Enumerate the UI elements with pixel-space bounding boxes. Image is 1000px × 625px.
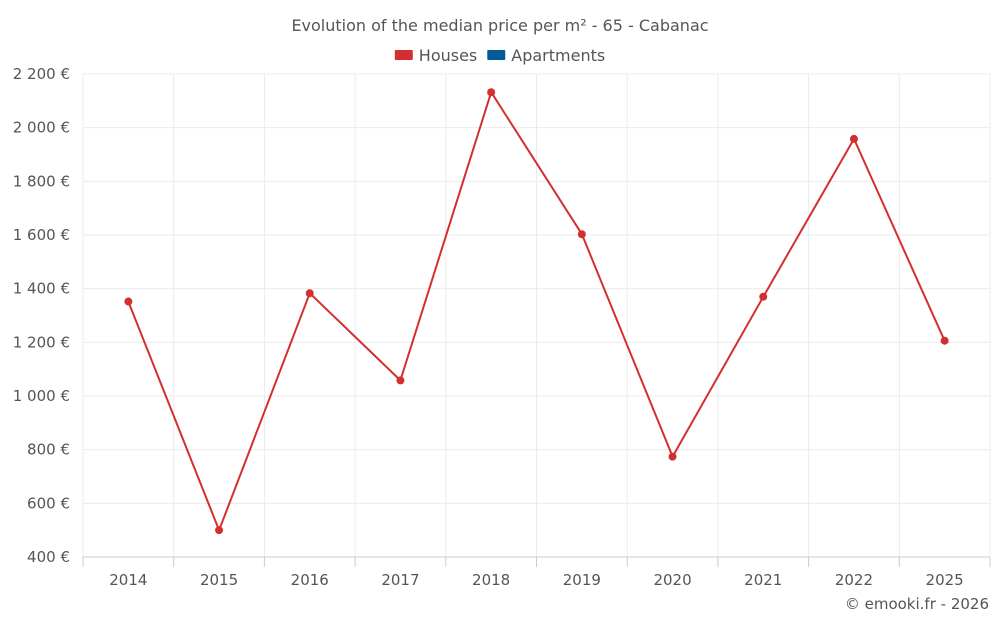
- y-axis-labels: 400 € 600 € 800 € 1 000 € 1 200 € 1 400 € 1 60…: [13, 65, 70, 566]
- legend-item-apartments[interactable]: Apartments: [487, 46, 605, 65]
- legend-label: Apartments: [511, 46, 605, 65]
- x-tick-label: 2014: [109, 571, 147, 589]
- x-tick-label: 2016: [291, 571, 329, 589]
- chart-title: Evolution of the median price per m² - 6…: [291, 16, 708, 35]
- x-tick-label: 2018: [472, 571, 510, 589]
- y-tick-label: 1 200 €: [13, 333, 70, 351]
- y-tick-label: 1 800 €: [13, 172, 70, 190]
- data-point[interactable]: [396, 376, 405, 385]
- legend: Houses Apartments: [394, 46, 605, 65]
- x-axis-labels: 2014 2015 2016 2017 2018 2019 2020 2021 2022 2025: [109, 571, 963, 589]
- legend-item-houses[interactable]: Houses: [394, 46, 477, 65]
- data-point[interactable]: [849, 134, 858, 143]
- y-tick-label: 1 000 €: [13, 387, 70, 405]
- legend-swatch: [487, 50, 506, 60]
- x-tick-label: 2020: [653, 571, 691, 589]
- data-point[interactable]: [124, 297, 133, 306]
- x-tick-label: 2015: [200, 571, 238, 589]
- data-point[interactable]: [577, 230, 586, 239]
- x-tick-label: 2019: [563, 571, 601, 589]
- y-tick-label: 2 000 €: [13, 119, 70, 137]
- x-gridlines: [82, 74, 991, 567]
- x-tick-label: 2021: [744, 571, 782, 589]
- data-point[interactable]: [487, 88, 496, 97]
- data-point[interactable]: [215, 526, 224, 535]
- legend-swatch: [394, 50, 413, 60]
- y-tick-label: 1 400 €: [13, 280, 70, 298]
- data-point[interactable]: [759, 292, 768, 301]
- data-point[interactable]: [305, 289, 314, 298]
- data-point[interactable]: [668, 452, 677, 461]
- credit-text: © emooki.fr - 2026: [845, 595, 989, 613]
- series-layer: [124, 88, 949, 535]
- y-tick-label: 800 €: [27, 441, 70, 459]
- x-tick-label: 2025: [926, 571, 964, 589]
- series-line-houses: [127, 91, 946, 532]
- y-tick-label: 1 600 €: [13, 226, 70, 244]
- x-tick-label: 2017: [381, 571, 419, 589]
- x-tick-label: 2022: [835, 571, 873, 589]
- data-point[interactable]: [940, 336, 949, 345]
- y-tick-label: 400 €: [27, 548, 70, 566]
- legend-label: Houses: [419, 46, 477, 65]
- y-tick-label: 600 €: [27, 494, 70, 512]
- y-tick-label: 2 200 €: [13, 65, 70, 83]
